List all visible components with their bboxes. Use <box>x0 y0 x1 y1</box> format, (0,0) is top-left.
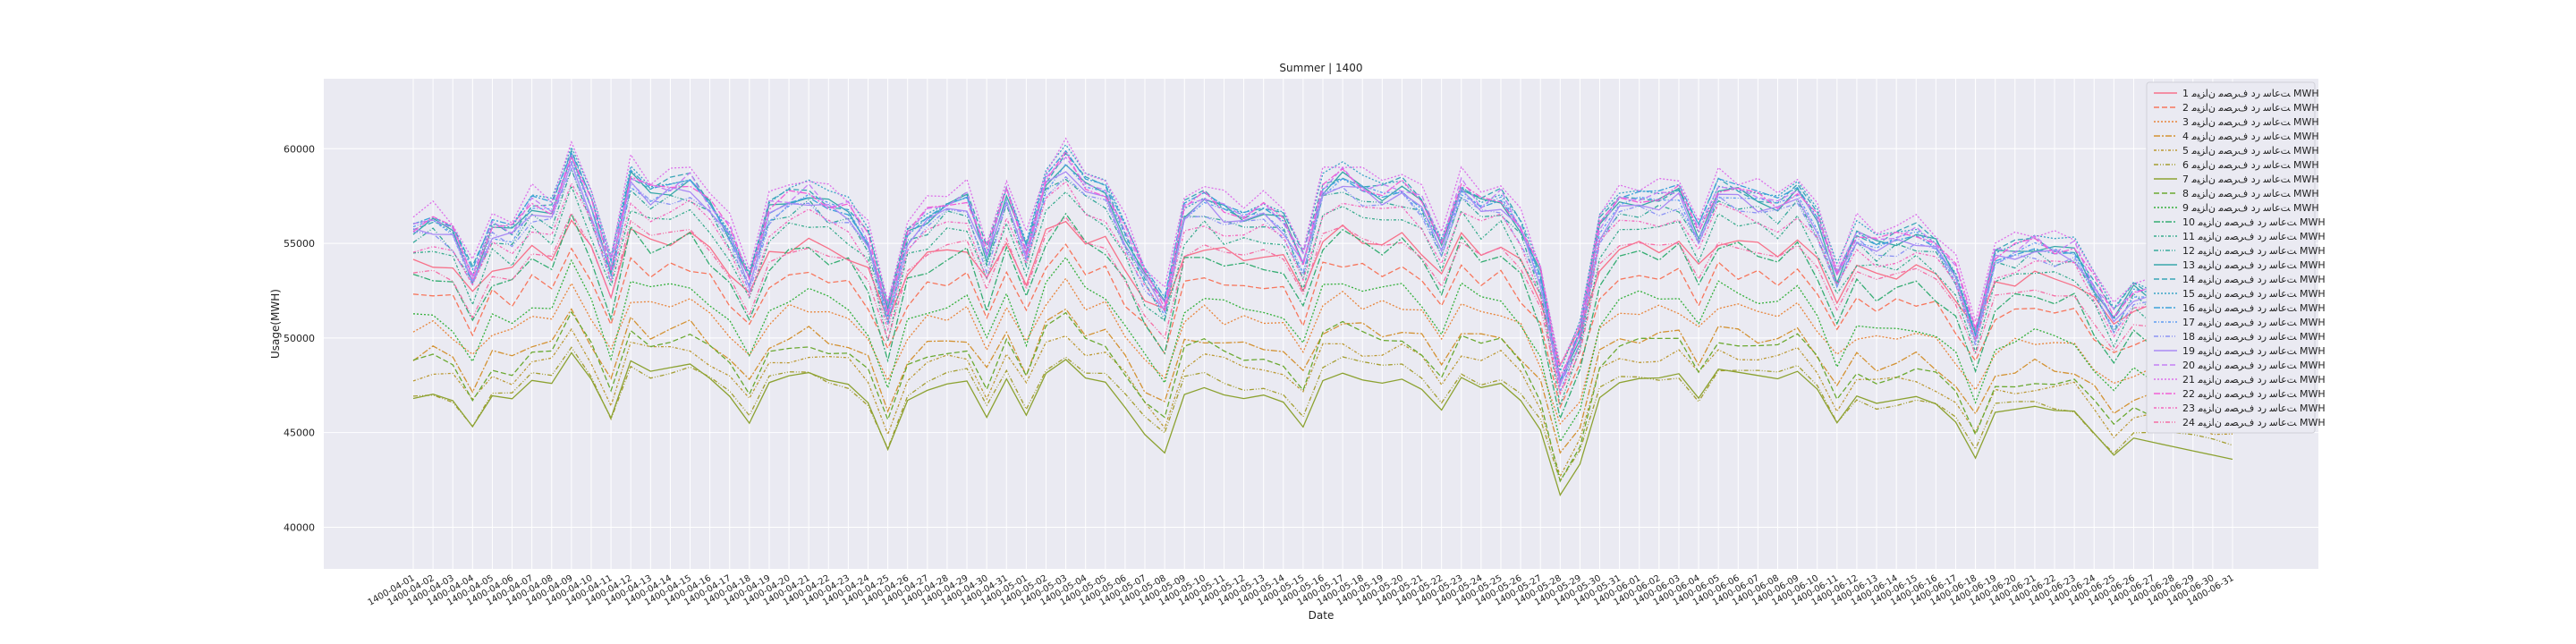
legend-entry: ﺖﻋﺎﺳ ﺭﺩ ﻑﺮﺼﻣ ﻥﺍﺰﯿﻣ 11 MWH <box>2182 231 2326 242</box>
series-line <box>412 137 2233 368</box>
legend-entry: ﺖﻋﺎﺳ ﺭﺩ ﻑﺮﺼﻣ ﻥﺍﺰﯿﻣ 18 MWH <box>2182 331 2326 343</box>
legend-entry: ﺖﻋﺎﺳ ﺭﺩ ﻑﺮﺼﻣ ﻥﺍﺰﯿﻣ 24 MWH <box>2182 417 2326 428</box>
series-line <box>412 161 2233 388</box>
legend-entry: ﺖﻋﺎﺳ ﺭﺩ ﻑﺮﺼﻣ ﻥﺍﺰﯿﻣ 15 MWH <box>2182 288 2326 300</box>
legend: ﺖﻋﺎﺳ ﺭﺩ ﻑﺮﺼﻣ ﻥﺍﺰﯿﻣ 1 MWH ﺖﻋﺎﺳ ﺭﺩ ﻑﺮﺼﻣ ﻥﺍﺰ… <box>2146 81 2326 434</box>
x-axis-label: Date <box>1309 609 1335 622</box>
legend-entry: ﺖﻋﺎﺳ ﺭﺩ ﻑﺮﺼﻣ ﻥﺍﺰﯿﻣ 17 MWH <box>2182 317 2326 328</box>
legend-entry: ﺖﻋﺎﺳ ﺭﺩ ﻑﺮﺼﻣ ﻥﺍﺰﯿﻣ 13 MWH <box>2182 259 2326 271</box>
legend-entry: ﺖﻋﺎﺳ ﺭﺩ ﻑﺮﺼﻣ ﻥﺍﺰﯿﻣ 22 MWH <box>2182 388 2326 400</box>
grid-lines <box>324 79 2318 569</box>
legend-entry: ﺖﻋﺎﺳ ﺭﺩ ﻑﺮﺼﻣ ﻥﺍﺰﯿﻣ 4 MWH <box>2182 131 2319 142</box>
series-line <box>412 308 2233 454</box>
chart-title: Summer | 1400 <box>1279 62 1362 74</box>
series-line <box>412 183 2233 408</box>
series-line <box>412 143 2233 374</box>
y-tick-label: 55000 <box>284 238 315 250</box>
series-line <box>412 149 2233 383</box>
legend-entry: ﺖﻋﺎﺳ ﺭﺩ ﻑﺮﺼﻣ ﻥﺍﺰﯿﻣ 8 MWH <box>2182 188 2319 199</box>
series-line <box>412 352 2233 497</box>
y-tick-label: 60000 <box>284 143 315 155</box>
series-line <box>412 310 2233 483</box>
legend-entry: ﺖﻋﺎﺳ ﺭﺩ ﻑﺮﺼﻣ ﻥﺍﺰﯿﻣ 19 MWH <box>2182 345 2326 357</box>
series-lines <box>412 137 2233 497</box>
y-tick-label: 45000 <box>284 428 315 439</box>
x-tick-labels: 1400-04-011400-04-021400-04-031400-04-04… <box>367 573 2236 608</box>
series-line <box>412 256 2233 444</box>
plot-area <box>324 79 2318 569</box>
series-line <box>412 211 2233 396</box>
series-line <box>412 150 2233 378</box>
series-line <box>412 166 2233 386</box>
series-line <box>412 346 2233 483</box>
y-tick-label: 40000 <box>284 521 315 533</box>
series-line <box>412 212 2233 420</box>
legend-entry: ﺖﻋﺎﺳ ﺭﺩ ﻑﺮﺼﻣ ﻥﺍﺰﯿﻣ 12 MWH <box>2182 245 2326 257</box>
series-line <box>412 277 2233 426</box>
series-line <box>412 219 2233 367</box>
legend-entry: ﺖﻋﺎﺳ ﺭﺩ ﻑﺮﺼﻣ ﻥﺍﺰﯿﻣ 2 MWH <box>2182 102 2319 114</box>
legend-entry: ﺖﻋﺎﺳ ﺭﺩ ﻑﺮﺼﻣ ﻥﺍﺰﯿﻣ 7 MWH <box>2182 174 2319 185</box>
y-tick-labels: 40000 45000 50000 55000 60000 <box>284 143 315 533</box>
legend-entry: ﺖﻋﺎﺳ ﺭﺩ ﻑﺮﺼﻣ ﻥﺍﺰﯿﻣ 20 MWH <box>2182 360 2326 371</box>
series-line <box>412 158 2233 394</box>
legend-entry: ﺖﻋﺎﺳ ﺭﺩ ﻑﺮﺼﻣ ﻥﺍﺰﯿﻣ 9 MWH <box>2182 202 2319 214</box>
legend-entry: ﺖﻋﺎﺳ ﺭﺩ ﻑﺮﺼﻣ ﻥﺍﺰﯿﻣ 6 MWH <box>2182 159 2319 171</box>
legend-entry: ﺖﻋﺎﺳ ﺭﺩ ﻑﺮﺼﻣ ﻥﺍﺰﯿﻣ 10 MWH <box>2182 216 2326 228</box>
legend-entry: ﺖﻋﺎﺳ ﺭﺩ ﻑﺮﺼﻣ ﻥﺍﺰﯿﻣ 23 MWH <box>2182 402 2326 414</box>
legend-box <box>2146 81 2316 434</box>
legend-entry: ﺖﻋﺎﺳ ﺭﺩ ﻑﺮﺼﻣ ﻥﺍﺰﯿﻣ 14 MWH <box>2182 274 2326 285</box>
y-tick-label: 50000 <box>284 333 315 344</box>
legend-entry: ﺖﻋﺎﺳ ﺭﺩ ﻑﺮﺼﻣ ﻥﺍﺰﯿﻣ 1 MWH <box>2182 88 2319 99</box>
legend-entry: ﺖﻋﺎﺳ ﺭﺩ ﻑﺮﺼﻣ ﻥﺍﺰﯿﻣ 21 MWH <box>2182 374 2326 386</box>
y-axis-label: Usage(MWH) <box>269 289 282 359</box>
legend-entry: ﺖﻋﺎﺳ ﺭﺩ ﻑﺮﺼﻣ ﻥﺍﺰﯿﻣ 3 MWH <box>2182 116 2319 128</box>
series-line <box>412 327 2233 479</box>
series-line <box>412 243 2233 410</box>
legend-entry: ﺖﻋﺎﺳ ﺭﺩ ﻑﺮﺼﻣ ﻥﺍﺰﯿﻣ 5 MWH <box>2182 145 2319 157</box>
legend-entry: ﺖﻋﺎﺳ ﺭﺩ ﻑﺮﺼﻣ ﻥﺍﺰﯿﻣ 16 MWH <box>2182 302 2326 314</box>
series-line <box>412 152 2233 385</box>
